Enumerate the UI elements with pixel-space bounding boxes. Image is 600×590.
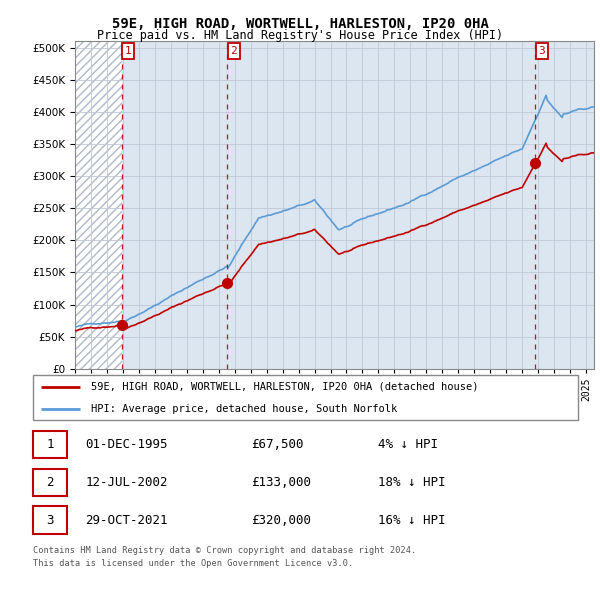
Text: 16% ↓ HPI: 16% ↓ HPI (378, 514, 445, 527)
Text: £67,500: £67,500 (251, 438, 304, 451)
Text: 1: 1 (46, 438, 53, 451)
Text: 18% ↓ HPI: 18% ↓ HPI (378, 476, 445, 489)
FancyBboxPatch shape (33, 431, 67, 458)
Bar (227, 41, 535, 369)
Text: 3: 3 (539, 46, 545, 56)
Text: 1: 1 (125, 46, 131, 56)
Text: Price paid vs. HM Land Registry's House Price Index (HPI): Price paid vs. HM Land Registry's House … (97, 30, 503, 42)
Text: £133,000: £133,000 (251, 476, 311, 489)
Text: This data is licensed under the Open Government Licence v3.0.: This data is licensed under the Open Gov… (33, 559, 353, 568)
FancyBboxPatch shape (33, 468, 67, 496)
Bar (122, 41, 227, 369)
Text: 12-JUL-2002: 12-JUL-2002 (85, 476, 168, 489)
FancyBboxPatch shape (33, 375, 578, 420)
Text: 3: 3 (46, 514, 53, 527)
Text: Contains HM Land Registry data © Crown copyright and database right 2024.: Contains HM Land Registry data © Crown c… (33, 546, 416, 555)
Bar (535, 41, 594, 369)
Text: 59E, HIGH ROAD, WORTWELL, HARLESTON, IP20 0HA (detached house): 59E, HIGH ROAD, WORTWELL, HARLESTON, IP2… (91, 382, 478, 392)
Text: £320,000: £320,000 (251, 514, 311, 527)
Text: 4% ↓ HPI: 4% ↓ HPI (378, 438, 438, 451)
Text: 59E, HIGH ROAD, WORTWELL, HARLESTON, IP20 0HA: 59E, HIGH ROAD, WORTWELL, HARLESTON, IP2… (112, 17, 488, 31)
Text: 29-OCT-2021: 29-OCT-2021 (85, 514, 168, 527)
FancyBboxPatch shape (33, 506, 67, 534)
Text: HPI: Average price, detached house, South Norfolk: HPI: Average price, detached house, Sout… (91, 404, 397, 414)
Text: 2: 2 (230, 46, 237, 56)
Text: 01-DEC-1995: 01-DEC-1995 (85, 438, 168, 451)
Text: 2: 2 (46, 476, 53, 489)
